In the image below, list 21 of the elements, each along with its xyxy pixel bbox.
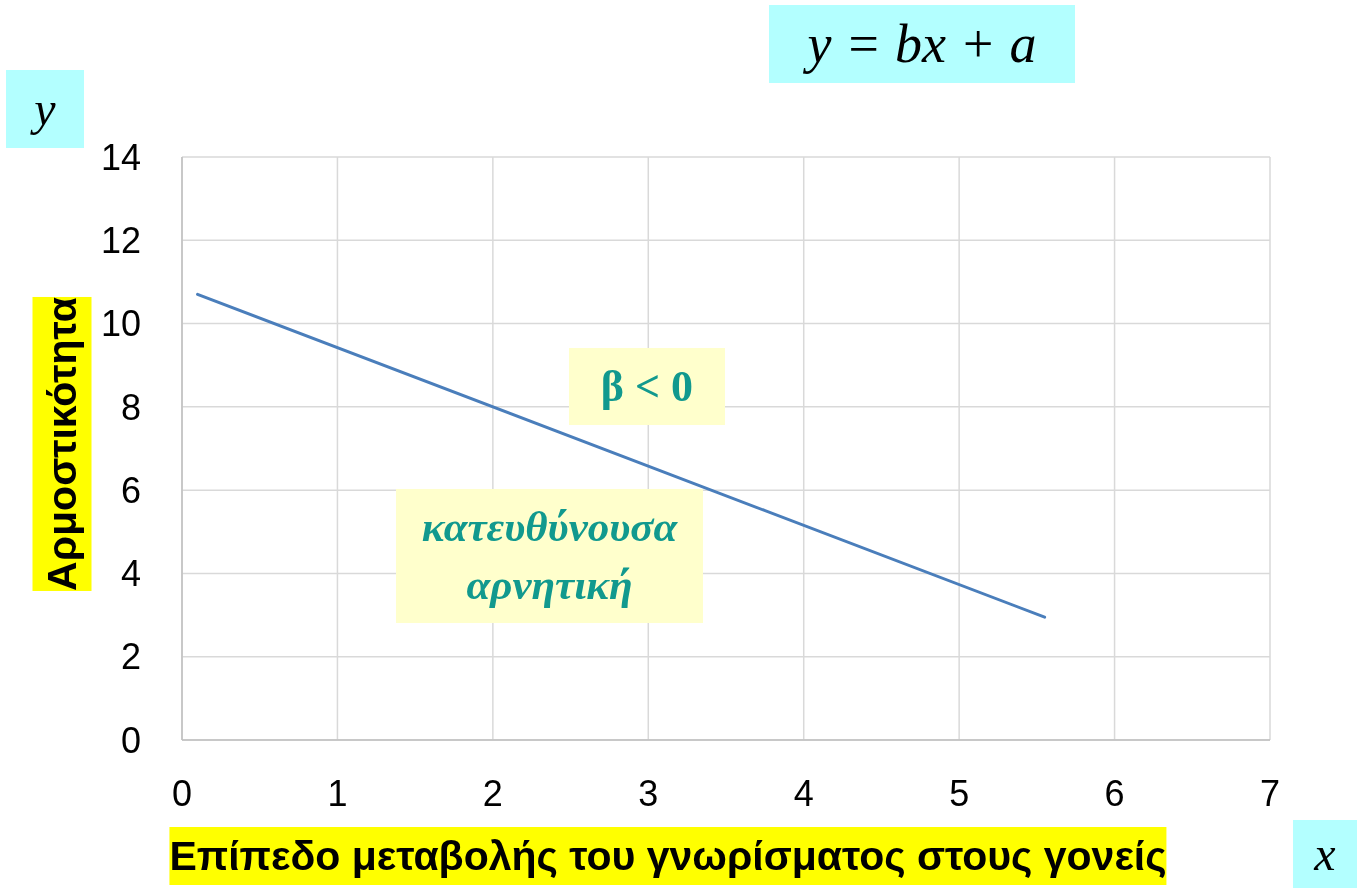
y-tick-label: 0: [120, 719, 141, 761]
y-tick-label: 14: [100, 136, 141, 178]
x-tick-label: 3: [638, 772, 659, 814]
x-tick-label: 6: [1104, 772, 1125, 814]
x-tick-label: 4: [793, 772, 814, 814]
y-tick-label: 10: [100, 303, 141, 345]
y-tick-label: 12: [100, 220, 141, 262]
y-tick-label: 8: [120, 386, 141, 428]
x-tick-label: 0: [171, 772, 193, 814]
text: x: [1314, 827, 1336, 880]
x-tick-label: 1: [327, 772, 348, 814]
x-axis-title: Επίπεδο μεταβολής του γνωρίσματος στους γονείς: [169, 833, 1167, 879]
y-tick-label: 6: [120, 469, 141, 511]
y-axis-title: Αρμοστικότητα: [38, 297, 85, 591]
x-tick-label: 2: [482, 772, 503, 814]
y-tick-label: 2: [120, 636, 141, 678]
x-tick-label: 5: [949, 772, 970, 814]
y-tick-label: 4: [120, 553, 141, 595]
x-tick-label: 7: [1259, 772, 1281, 814]
annotation: κατευθύνουσα αρνητική: [421, 503, 678, 608]
annotation: β < 0: [600, 362, 694, 411]
